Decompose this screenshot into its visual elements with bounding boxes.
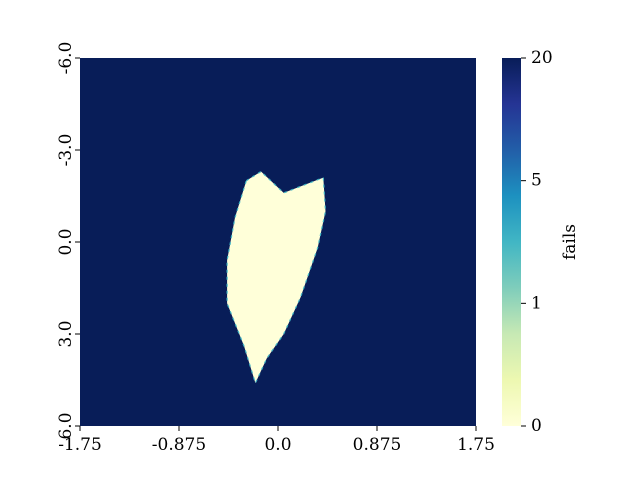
y-tick-label: -6.0 — [56, 42, 76, 75]
colorbar-gradient — [502, 58, 521, 426]
y-tick-label: 6.0 — [56, 412, 76, 439]
colorbar-tick-label: 1 — [531, 293, 542, 313]
colorbar-tick-label: 20 — [531, 48, 553, 68]
y-tick-label: -3.0 — [56, 134, 76, 167]
x-tick-label: -1.75 — [58, 435, 102, 455]
colorbar: 0 1 5 20 fails — [502, 48, 580, 436]
heatmap-plot-area — [80, 58, 476, 426]
y-axis: -6.0 -3.0 0.0 3.0 6.0 — [56, 42, 80, 440]
colorbar-label: fails — [560, 224, 580, 260]
colorbar-tick-label: 5 — [531, 171, 542, 191]
x-axis: -1.75 -0.875 0.0 0.875 1.75 — [58, 426, 495, 455]
y-tick-label: 3.0 — [56, 320, 76, 347]
x-tick-label: -0.875 — [152, 435, 206, 455]
x-tick-label: 0.0 — [264, 435, 291, 455]
colorbar-tick-label: 0 — [531, 416, 542, 436]
x-tick-label: 1.75 — [457, 435, 495, 455]
heatmap-region-0 — [226, 170, 327, 385]
y-tick-label: 0.0 — [56, 228, 76, 255]
x-tick-label: 0.875 — [353, 435, 402, 455]
